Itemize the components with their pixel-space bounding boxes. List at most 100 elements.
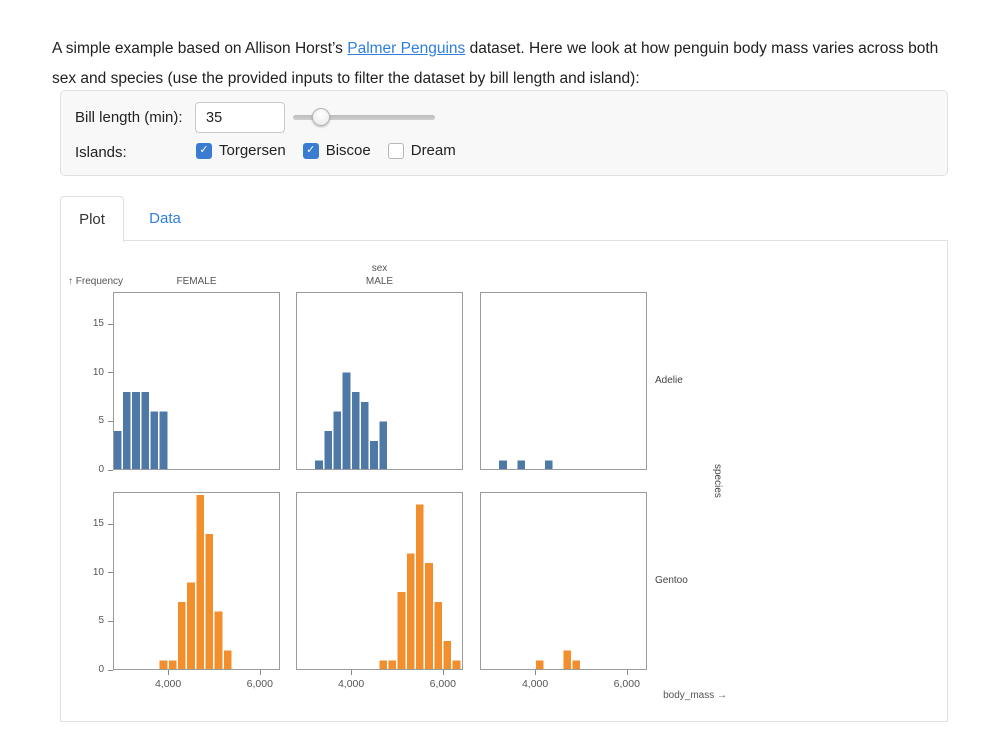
histogram-bar xyxy=(141,392,149,470)
x-tick-label: 6,000 xyxy=(246,678,273,690)
tab-data-label: Data xyxy=(149,210,181,227)
histogram-bar xyxy=(397,592,406,670)
histogram-bar xyxy=(223,650,232,670)
histogram-bar xyxy=(406,553,415,670)
intro-paragraph: A simple example based on Allison Horst’… xyxy=(52,34,944,94)
y-tick-label: 15 xyxy=(92,518,104,530)
histogram-bar xyxy=(187,582,195,670)
checkbox-checked-icon[interactable]: ✓ xyxy=(302,142,319,159)
histogram-bar xyxy=(563,650,572,670)
facet-frame xyxy=(113,292,280,470)
facet-frame xyxy=(480,492,647,670)
x-tick-label: 4,000 xyxy=(337,678,365,690)
facet-frame xyxy=(296,492,463,670)
facet-frame xyxy=(480,292,647,470)
bill-length-input[interactable] xyxy=(195,102,285,133)
bill-length-slider-track[interactable] xyxy=(293,108,435,126)
x-tick-mark xyxy=(626,670,628,675)
island-checkbox-torgersen[interactable]: ✓ Torgersen xyxy=(196,142,286,159)
histogram-bar xyxy=(205,533,214,670)
y-tick-label: 0 xyxy=(98,464,104,475)
island-checkbox-biscoe[interactable]: ✓ Biscoe xyxy=(302,142,371,159)
histogram-bar xyxy=(113,431,122,470)
x-tick-label: 4,000 xyxy=(154,678,182,690)
islands-checkbox-group: ✓ Torgersen ✓ Biscoe ✓ Dream xyxy=(196,142,456,159)
histogram-bar xyxy=(443,640,452,670)
histogram-bar xyxy=(342,372,351,470)
x-tick-label: 4,000 xyxy=(521,678,549,690)
histogram-bar xyxy=(434,601,443,670)
facet-gentoo-male xyxy=(296,492,463,670)
facet-frame xyxy=(113,492,280,670)
histogram-bar xyxy=(351,392,360,470)
y-tick-label: 15 xyxy=(92,318,104,330)
y-tick-mark xyxy=(108,323,113,325)
y-tick-mark xyxy=(108,469,113,471)
histogram-bar xyxy=(370,440,378,470)
row-header-gentoo: Gentoo xyxy=(655,575,688,586)
histogram-bar xyxy=(159,660,168,670)
checkbox-checked-icon[interactable]: ✓ xyxy=(196,142,212,159)
x-tick-mark xyxy=(168,670,170,675)
histogram-bar xyxy=(177,601,186,670)
y-tick-label: 10 xyxy=(92,566,104,578)
plot-output: ↑ Frequency FEMALE sex MALE 0 5 10 15 Adelie 0 5 10… xyxy=(60,240,948,722)
tab-data[interactable]: Data xyxy=(125,196,205,241)
x-tick-mark xyxy=(351,670,353,675)
x-axis-title: body_mass → xyxy=(663,690,727,701)
row-facet-title-species: species xyxy=(712,464,723,498)
histogram-bar xyxy=(122,392,131,470)
x-tick-label: 6,000 xyxy=(613,678,640,690)
y-tick-mark xyxy=(108,572,113,574)
checkbox-unchecked-icon[interactable]: ✓ xyxy=(387,142,404,159)
y-tick-label: 5 xyxy=(98,415,104,427)
x-tick-mark xyxy=(442,670,444,675)
bill-length-slider-handle[interactable] xyxy=(312,108,331,126)
tab-plot[interactable]: Plot xyxy=(60,196,124,242)
x-tick-mark xyxy=(259,670,261,675)
y-tick-label: 5 xyxy=(98,615,104,627)
y-tick-mark xyxy=(108,523,113,525)
facet-gentoo-na xyxy=(480,492,647,670)
histogram-bar xyxy=(333,411,342,470)
histogram-bar xyxy=(499,460,507,470)
island-checkbox-label[interactable]: Dream xyxy=(410,142,456,159)
y-tick-mark xyxy=(108,372,113,374)
histogram-bar xyxy=(315,460,323,470)
histogram-bar xyxy=(360,401,369,470)
palmer-penguins-link[interactable]: Palmer Penguins xyxy=(347,39,466,57)
histogram-bar xyxy=(168,660,177,670)
island-checkbox-label[interactable]: Biscoe xyxy=(325,142,371,159)
histogram-bar xyxy=(416,504,424,670)
y-tick-mark xyxy=(108,669,113,671)
y-tick-label: 0 xyxy=(98,664,104,675)
histogram-bar xyxy=(196,494,205,670)
histogram-bar xyxy=(388,660,397,670)
island-checkbox-label[interactable]: Torgersen xyxy=(219,142,286,159)
histogram-bar xyxy=(132,392,140,470)
facet-adelie-male xyxy=(296,292,463,470)
islands-label: Islands: xyxy=(75,144,127,161)
histogram-bar xyxy=(572,660,581,670)
histogram-bar xyxy=(544,460,553,470)
y-tick-mark xyxy=(108,420,113,422)
x-tick-mark xyxy=(535,670,537,675)
row-header-adelie: Adelie xyxy=(655,375,683,386)
histogram-bar xyxy=(535,660,544,670)
facet-adelie-female xyxy=(113,292,280,470)
histogram-bar xyxy=(379,660,388,670)
histogram-bar xyxy=(324,431,332,470)
histogram-bar xyxy=(517,460,526,470)
histogram-bar xyxy=(150,411,159,470)
col-header-male: MALE xyxy=(365,276,394,287)
island-checkbox-dream[interactable]: ✓ Dream xyxy=(387,142,456,159)
x-tick-label: 6,000 xyxy=(429,678,456,690)
tab-plot-label: Plot xyxy=(79,211,105,228)
facet-frame xyxy=(296,292,463,470)
intro-text-before: A simple example based on Allison Horst’… xyxy=(52,39,348,57)
col-facet-title-sex: sex xyxy=(371,263,388,274)
y-tick-label: 10 xyxy=(92,366,104,378)
histogram-bar xyxy=(159,411,168,470)
histogram-bar xyxy=(379,421,388,470)
